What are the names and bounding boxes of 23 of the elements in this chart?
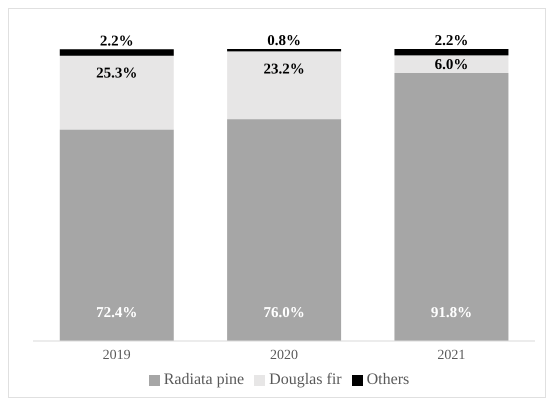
legend-label: Douglas fir [269,371,342,388]
x-tick-label: 2019 [102,348,131,363]
data-label: 2.2% [100,33,134,50]
bar [394,55,508,73]
data-label: 25.3% [96,66,138,82]
bar [227,51,342,120]
data-label: 6.0% [434,57,468,74]
x-tick-label: 2020 [270,348,298,363]
bar [60,130,174,341]
data-label: 2.2% [434,33,468,49]
x-tick-label: 2021 [437,348,466,363]
data-label: 72.4% [96,305,138,321]
data-label: 0.8% [267,33,301,49]
bar [60,49,174,56]
bar [227,119,342,341]
bar [394,72,508,341]
legend-label: Radiata pine [164,371,244,388]
legend-label: Others [366,371,410,388]
data-label: 91.8% [430,305,472,321]
data-label: 76.0% [263,305,305,321]
bar [394,49,508,56]
data-label: 23.2% [263,61,305,78]
bar [60,56,174,130]
